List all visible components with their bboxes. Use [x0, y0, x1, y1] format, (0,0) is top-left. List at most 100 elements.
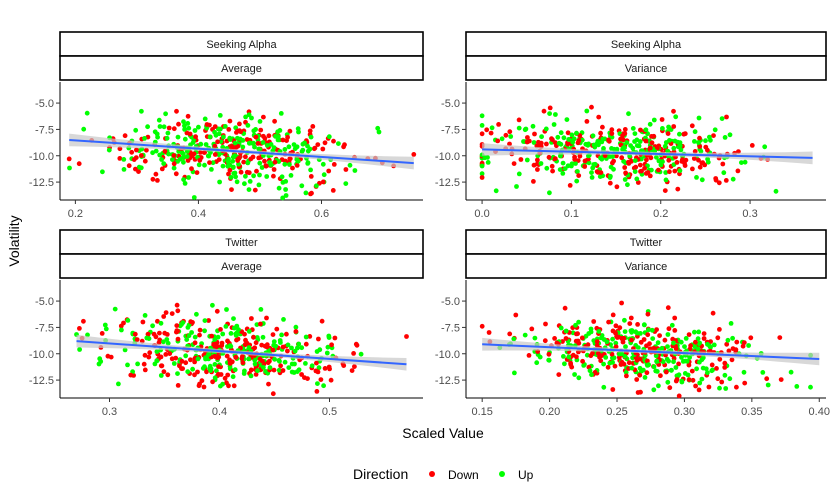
point-down	[218, 327, 223, 332]
point-down	[140, 319, 146, 325]
point-up	[642, 375, 648, 380]
point-up	[698, 148, 704, 154]
point-down	[139, 153, 144, 158]
point-up	[196, 162, 202, 168]
point-down	[686, 377, 692, 383]
point-down	[195, 369, 200, 375]
point-down	[674, 160, 680, 165]
point-down	[129, 149, 135, 155]
point-down	[254, 168, 259, 174]
point-up	[628, 143, 633, 149]
point-up	[722, 135, 728, 140]
point-up	[489, 125, 495, 131]
point-up	[321, 383, 326, 389]
point-up	[553, 112, 558, 117]
point-down	[697, 135, 702, 141]
point-up	[276, 367, 282, 373]
point-up	[243, 173, 248, 179]
point-down	[552, 336, 557, 341]
point-down	[197, 150, 203, 155]
point-down	[644, 157, 649, 163]
point-down	[647, 145, 653, 151]
point-up	[622, 329, 628, 334]
point-down	[726, 348, 732, 354]
point-up	[296, 341, 302, 347]
point-down	[580, 358, 585, 364]
strip-measure	[59, 253, 424, 279]
point-down	[303, 341, 309, 347]
point-up	[263, 369, 268, 374]
point-up	[604, 339, 610, 345]
point-up	[206, 352, 211, 357]
point-down	[235, 158, 241, 164]
point-down	[204, 122, 210, 127]
point-up	[629, 328, 635, 333]
point-down	[574, 331, 579, 337]
point-down	[671, 124, 677, 129]
point-down	[122, 133, 128, 139]
point-up	[202, 328, 208, 334]
point-down	[706, 384, 712, 390]
point-up	[164, 135, 170, 141]
point-down	[171, 126, 177, 132]
point-up	[636, 143, 642, 149]
point-up	[672, 138, 678, 144]
point-down	[214, 308, 220, 314]
strip-measure-label: Variance	[625, 261, 668, 273]
point-up	[180, 151, 186, 157]
point-down	[612, 363, 618, 369]
point-down	[576, 340, 582, 346]
y-tick-label: -12.5	[435, 375, 460, 387]
point-up	[684, 358, 690, 364]
legend-title: Direction	[353, 466, 408, 482]
point-down	[153, 334, 159, 340]
point-down	[264, 315, 269, 321]
point-down	[234, 337, 239, 343]
point-up	[679, 355, 684, 360]
point-down	[285, 348, 290, 354]
point-up	[562, 361, 567, 367]
x-axis-title: Scaled Value	[402, 425, 484, 441]
point-down	[671, 108, 676, 114]
point-up	[632, 169, 638, 175]
point-up	[621, 145, 626, 151]
point-down	[495, 138, 501, 144]
point-down	[249, 316, 254, 321]
point-up	[560, 171, 566, 176]
point-down	[331, 162, 337, 167]
point-down	[556, 372, 562, 377]
point-up	[161, 161, 167, 167]
point-up	[722, 372, 728, 378]
point-up	[267, 160, 272, 165]
point-up	[717, 385, 722, 391]
point-up	[696, 115, 702, 121]
point-up	[727, 132, 733, 138]
point-up	[194, 311, 199, 317]
point-down	[532, 131, 537, 137]
point-up	[216, 131, 222, 137]
point-down	[214, 343, 220, 349]
point-up	[258, 307, 264, 312]
point-up	[308, 134, 314, 140]
point-down	[270, 332, 276, 337]
point-down	[316, 336, 321, 342]
point-up	[163, 111, 169, 117]
point-up	[142, 313, 148, 318]
point-up	[231, 325, 237, 331]
point-down	[307, 128, 313, 134]
point-up	[611, 355, 617, 361]
point-up	[315, 381, 320, 386]
point-up	[485, 160, 491, 165]
point-down	[134, 337, 140, 342]
point-up	[537, 354, 543, 360]
point-down	[667, 169, 672, 175]
point-down	[697, 164, 703, 170]
point-up	[709, 368, 715, 374]
point-up	[305, 148, 311, 154]
point-down	[645, 332, 651, 338]
point-up	[682, 371, 688, 376]
point-up	[308, 167, 313, 173]
point-down	[629, 337, 634, 343]
point-up	[587, 368, 593, 374]
point-down	[619, 336, 625, 341]
